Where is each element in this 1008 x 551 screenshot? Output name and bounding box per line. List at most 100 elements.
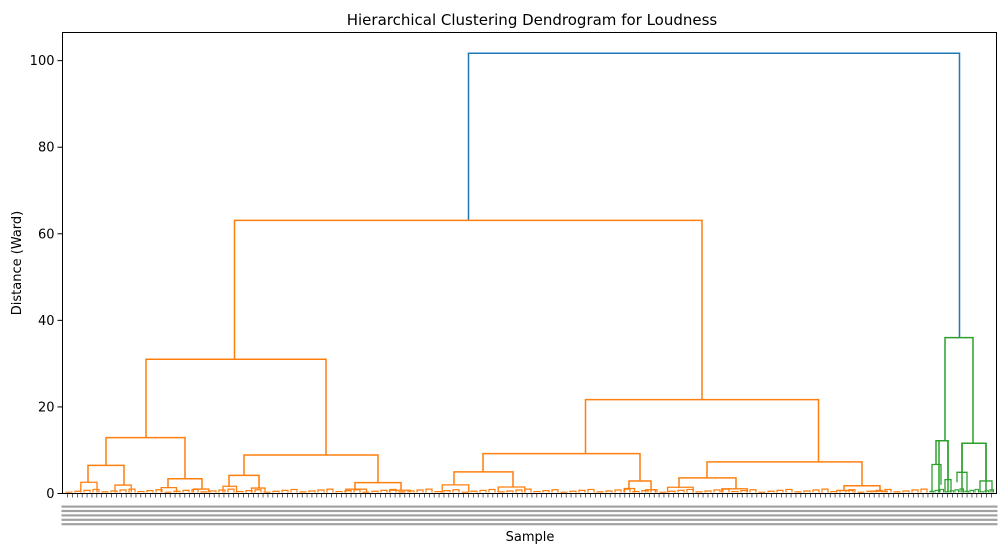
subtree-A1a1 — [80, 464, 132, 493]
link-root — [467, 52, 961, 338]
leaf-merge — [989, 489, 995, 493]
leaf-merge — [344, 490, 352, 493]
x-tick-label-band — [61, 518, 998, 521]
leaf-merge — [218, 489, 226, 493]
leaf-merge — [146, 490, 154, 493]
leaf-merge — [668, 490, 676, 493]
leaf-merge — [191, 488, 199, 493]
link-A1b1 — [228, 474, 260, 489]
x-tick-label-band — [61, 509, 998, 513]
leaf-merge — [533, 490, 541, 493]
leaf-merge — [479, 489, 487, 493]
leaf-merge — [587, 488, 595, 493]
y-tick-label-80: 80 — [38, 141, 55, 156]
link-A — [233, 219, 703, 400]
leaf-merge — [353, 489, 361, 493]
x-tick-label-band — [61, 523, 998, 526]
leaf-merge — [398, 491, 406, 493]
link-A2b — [706, 461, 863, 486]
leaf-merge — [866, 490, 874, 493]
plot-frame — [62, 32, 997, 494]
leaf-merge — [776, 489, 784, 493]
leaf-merge — [979, 491, 985, 493]
leaf-merge — [488, 488, 496, 493]
leaf-merge — [767, 490, 775, 493]
link-B1-l — [931, 463, 942, 493]
leaf-merge — [542, 490, 550, 493]
leaf-merge — [964, 490, 970, 493]
leaf-merge — [984, 490, 990, 493]
leaf-merge — [515, 489, 523, 493]
leaf-merge — [101, 491, 109, 493]
link-A1a2 — [167, 478, 203, 490]
link-A2b1 — [678, 477, 737, 489]
leaf-merge — [803, 490, 811, 493]
leaf-merge — [128, 488, 136, 493]
link-A2a1-l — [441, 484, 470, 493]
leaf-merge — [245, 490, 253, 493]
link-B — [944, 336, 974, 444]
x-tick-label-band — [61, 514, 998, 517]
link-A2a — [482, 452, 641, 481]
leaf-merge — [452, 489, 460, 493]
leaf-merge — [731, 490, 739, 493]
leaf-merge — [939, 488, 945, 493]
leaf-merge — [425, 488, 433, 493]
leaf-merge — [959, 488, 965, 493]
leaf-merge — [974, 488, 980, 493]
leaf-merge — [371, 490, 379, 493]
leaf-merge — [596, 491, 604, 493]
y-tick-label-60: 60 — [38, 227, 55, 242]
leaf-merge — [969, 489, 975, 493]
leaf-merge — [92, 488, 100, 493]
link-A1a — [105, 436, 186, 479]
leaf-merge — [155, 489, 163, 493]
leaf-merge — [578, 489, 586, 493]
leaf-merge — [812, 489, 820, 493]
leaf-merge — [335, 490, 343, 493]
leaf-merge — [875, 489, 883, 493]
leaf-merge — [830, 490, 838, 493]
link-B2-r — [979, 480, 993, 493]
link-A1b — [243, 454, 379, 483]
x-tick-label-band — [61, 505, 998, 508]
leaf-merge — [209, 490, 217, 493]
link-A2 — [584, 398, 820, 462]
leaf-merge — [443, 490, 451, 493]
leaf-merge — [470, 490, 478, 493]
leaf-merge — [290, 488, 298, 493]
y-tick-label-40: 40 — [38, 314, 55, 329]
leaf-merge — [920, 488, 928, 493]
leaf-merge — [821, 488, 829, 493]
leaf-merge — [902, 490, 910, 493]
leaf-merge — [299, 491, 307, 493]
chart-title: Hierarchical Clustering Dendrogram for L… — [347, 11, 718, 29]
y-tick-label-20: 20 — [38, 400, 55, 415]
leaf-merge — [713, 489, 721, 493]
leaf-merge — [272, 490, 280, 493]
leaf-merge — [551, 489, 559, 493]
x-axis-ticks — [61, 493, 998, 526]
leaf-merge — [686, 488, 694, 493]
link-A1a1 — [87, 464, 125, 486]
leaf-merge — [677, 489, 685, 493]
y-axis-ticks: 0 20 40 60 80 100 — [30, 54, 63, 502]
y-axis-label: Distance (Ward) — [10, 211, 25, 315]
leaf-merge — [934, 489, 940, 493]
leaf-merge — [182, 489, 190, 493]
leaf-merge — [884, 488, 892, 493]
leaf-merge — [173, 490, 181, 493]
dendrogram-links — [65, 52, 995, 493]
leaf-merge — [389, 488, 397, 493]
leaf-merge — [632, 490, 640, 493]
leaf-merge — [911, 489, 919, 493]
subtree-A2b2 — [836, 484, 888, 493]
leaf-merge — [497, 491, 505, 493]
link-A1a2-r — [192, 488, 210, 493]
leaf-merge — [839, 490, 847, 493]
leaf-merge — [641, 490, 649, 493]
x-axis-label: Sample — [506, 530, 555, 545]
leaf-merge — [254, 489, 262, 493]
leaf-merge — [623, 488, 631, 493]
